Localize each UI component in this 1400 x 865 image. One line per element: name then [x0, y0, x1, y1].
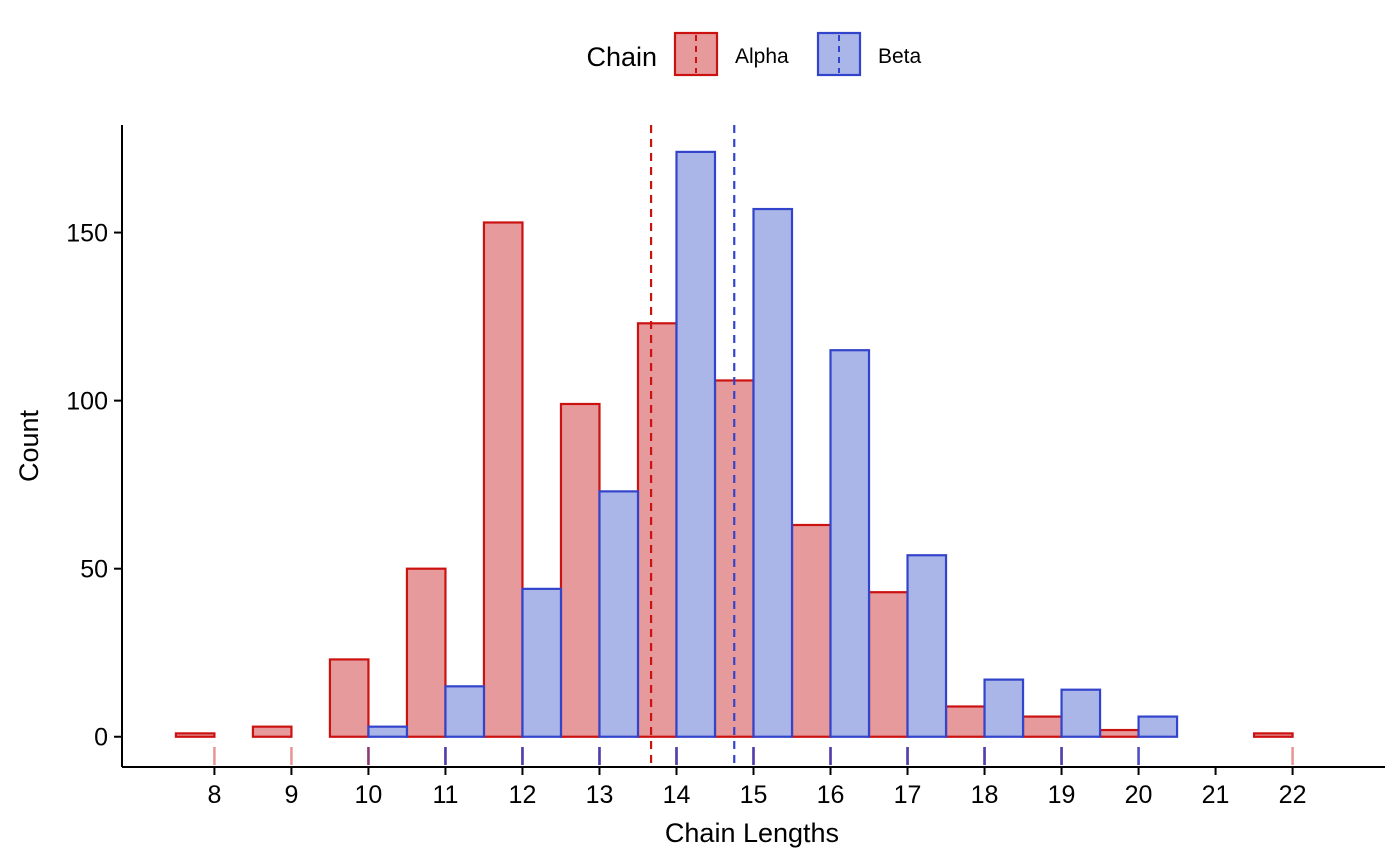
x-tick-label-19: 19: [1048, 781, 1076, 809]
legend-title: Chain: [586, 42, 657, 72]
rug-marks: [213, 747, 1294, 765]
x-tick-label-16: 16: [817, 781, 845, 809]
bar-alpha-8: [174, 732, 216, 738]
bar-alpha-13: [559, 402, 601, 738]
mean-lines: [649, 125, 736, 767]
bar-alpha-10: [328, 658, 370, 738]
x-axis-title: Chain Lengths: [665, 818, 839, 848]
legend-label-alpha: Alpha: [735, 45, 789, 68]
bar-alpha-17: [867, 591, 909, 738]
bar-beta-10: [367, 725, 409, 738]
bar-beta-16: [829, 349, 871, 738]
bar-beta-15: [752, 207, 794, 738]
x-tick-label-18: 18: [971, 781, 999, 809]
bar-alpha-18: [944, 705, 986, 738]
bar-alpha-9: [251, 725, 293, 738]
bar-beta-17: [906, 554, 948, 738]
bar-beta-19: [1060, 688, 1102, 738]
legend-label-beta: Beta: [878, 45, 922, 68]
y-axis-title: Count: [14, 409, 44, 482]
x-tick-label-12: 12: [509, 781, 537, 809]
bars-layer: [174, 150, 1294, 738]
bar-alpha-14: [636, 322, 678, 738]
x-tick-label-20: 20: [1125, 781, 1153, 809]
x-tick-label-14: 14: [663, 781, 691, 809]
bar-alpha-19: [1021, 715, 1063, 738]
x-tick-label-15: 15: [740, 781, 768, 809]
bar-beta-13: [598, 490, 640, 738]
bar-alpha-12: [482, 221, 524, 738]
bar-alpha-11: [405, 567, 447, 738]
x-tick-label-11: 11: [432, 781, 458, 809]
y-tick-label-0: 0: [94, 724, 108, 752]
bar-beta-14: [675, 150, 717, 738]
axes: 8 9 10 11 12 13 14 15 16 17 18 19 20 21 22 0 50 100 150: [66, 125, 1385, 809]
x-tick-label-21: 21: [1202, 781, 1230, 809]
legend: Chain Alpha Beta: [586, 31, 922, 77]
bar-beta-12: [521, 587, 563, 738]
x-tick-label-10: 10: [355, 781, 383, 809]
bar-alpha-16: [790, 523, 832, 738]
x-tick-label-22: 22: [1279, 781, 1307, 809]
bar-beta-18: [983, 678, 1025, 738]
bar-beta-20: [1137, 715, 1179, 738]
x-tick-label-13: 13: [586, 781, 614, 809]
bar-beta-11: [444, 685, 486, 738]
y-tick-label-150: 150: [66, 220, 108, 248]
x-tick-label-9: 9: [284, 781, 298, 809]
y-tick-label-100: 100: [66, 388, 108, 416]
bar-alpha-20: [1098, 728, 1140, 738]
y-tick-label-50: 50: [80, 556, 108, 584]
x-tick-label-8: 8: [207, 781, 221, 809]
bar-alpha-22: [1252, 732, 1294, 738]
x-tick-label-17: 17: [894, 781, 922, 809]
